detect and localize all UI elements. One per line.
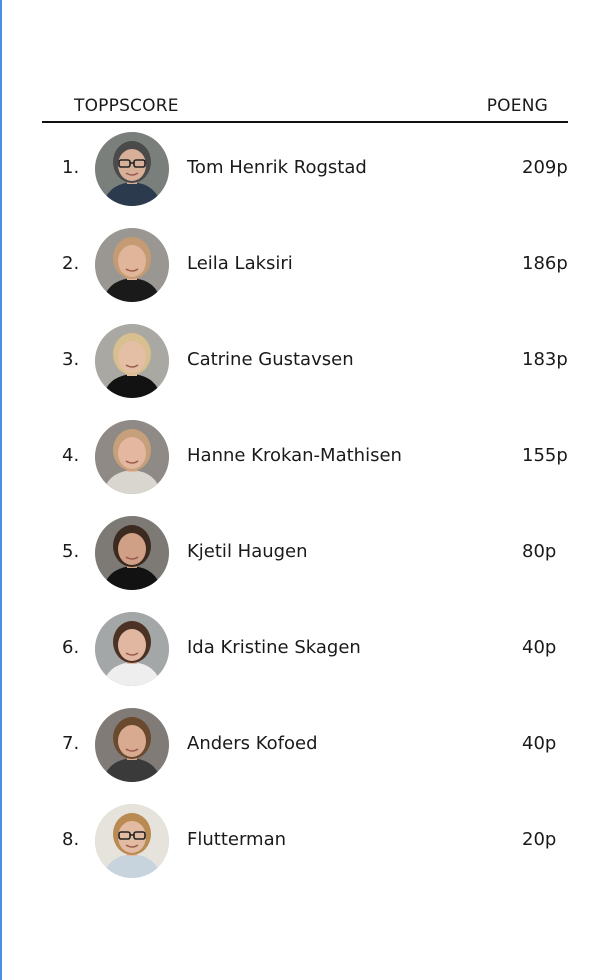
rank-number: 7. (62, 733, 80, 754)
avatar (95, 132, 169, 206)
avatar-portrait (95, 708, 169, 782)
rank-number: 3. (62, 349, 80, 370)
leaderboard-row[interactable]: 7. Anders Kofoed 40p (42, 698, 568, 794)
leaderboard-row[interactable]: 6. Ida Kristine Skagen 40p (42, 602, 568, 698)
rank-number: 8. (62, 829, 80, 850)
player-name: Kjetil Haugen (187, 541, 308, 562)
avatar-portrait (95, 612, 169, 686)
avatar (95, 420, 169, 494)
player-name: Flutterman (187, 829, 287, 850)
leaderboard-header: TOPPSCORE POENG (42, 94, 568, 123)
leaderboard-title: TOPPSCORE (74, 96, 179, 116)
avatar-portrait (95, 420, 169, 494)
player-name: Hanne Krokan-Mathisen (187, 445, 402, 466)
player-score: 155p (522, 445, 568, 466)
player-score: 183p (522, 349, 568, 370)
avatar (95, 804, 169, 878)
leaderboard-row[interactable]: 4. Hanne Krokan-Mathisen 155p (42, 410, 568, 506)
leaderboard-row[interactable]: 8. Flutterman 20p (42, 794, 568, 890)
rank-number: 4. (62, 445, 80, 466)
left-edge-accent (0, 0, 2, 980)
avatar-portrait (95, 516, 169, 590)
player-score: 20p (522, 829, 557, 850)
player-score: 40p (522, 733, 557, 754)
player-score: 40p (522, 637, 557, 658)
player-score: 209p (522, 157, 568, 178)
player-name: Leila Laksiri (187, 253, 293, 274)
avatar (95, 324, 169, 398)
avatar (95, 516, 169, 590)
player-name: Ida Kristine Skagen (187, 637, 361, 658)
player-name: Tom Henrik Rogstad (187, 157, 367, 178)
avatar-portrait (95, 132, 169, 206)
leaderboard-row[interactable]: 1. Tom Henrik Rogstad 209p (42, 122, 568, 218)
rank-number: 5. (62, 541, 80, 562)
avatar (95, 612, 169, 686)
rank-number: 2. (62, 253, 80, 274)
player-score: 80p (522, 541, 557, 562)
avatar (95, 708, 169, 782)
leaderboard-row[interactable]: 3. Catrine Gustavsen 183p (42, 314, 568, 410)
avatar-portrait (95, 804, 169, 878)
leaderboard-list: 1. Tom Henrik Rogstad 209p 2. Leila Laks… (42, 122, 568, 890)
points-column-header: POENG (486, 96, 548, 116)
leaderboard-row[interactable]: 2. Leila Laksiri 186p (42, 218, 568, 314)
player-score: 186p (522, 253, 568, 274)
player-name: Anders Kofoed (187, 733, 318, 754)
player-name: Catrine Gustavsen (187, 349, 354, 370)
avatar (95, 228, 169, 302)
avatar-portrait (95, 324, 169, 398)
leaderboard: TOPPSCORE POENG 1. Tom Henrik Rogstad 20… (42, 94, 568, 878)
rank-number: 1. (62, 157, 80, 178)
avatar-portrait (95, 228, 169, 302)
rank-number: 6. (62, 637, 80, 658)
leaderboard-row[interactable]: 5. Kjetil Haugen 80p (42, 506, 568, 602)
